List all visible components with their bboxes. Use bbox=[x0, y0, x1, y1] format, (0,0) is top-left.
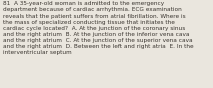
Text: 81  A 35-year-old woman is admitted to the emergency
department because of cardi: 81 A 35-year-old woman is admitted to th… bbox=[3, 1, 193, 55]
